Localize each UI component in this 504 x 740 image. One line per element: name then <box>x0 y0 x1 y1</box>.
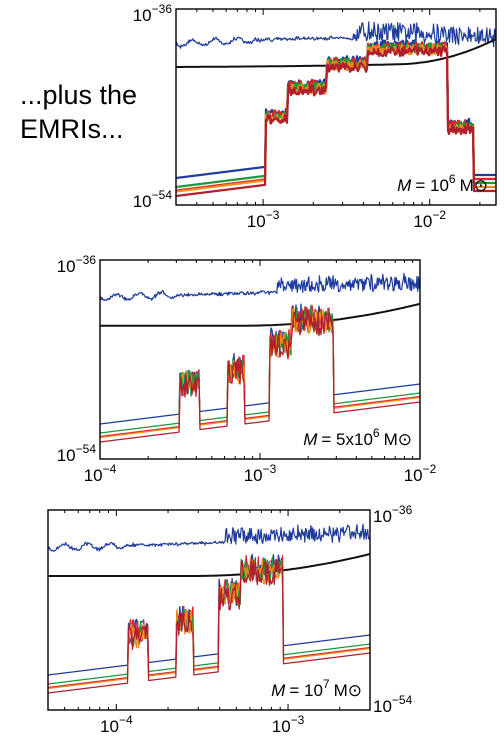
y-tick-label: 10−36 <box>133 2 173 25</box>
emri-series-4 <box>48 558 370 690</box>
sensitivity-curve <box>100 302 420 327</box>
caption-line-1: ...plus the <box>20 80 138 110</box>
emri-series-1 <box>100 303 420 425</box>
x-tick-label: 10−3 <box>244 462 277 485</box>
emri-series-1 <box>48 553 370 676</box>
y-tick-label: 10−36 <box>57 253 97 276</box>
x-tick-label: 10−4 <box>84 462 117 485</box>
emri-series-5 <box>100 309 420 443</box>
chart-panel-3: 10−4 10−3 10−36 10−54 M = 107 M⊙ <box>47 503 413 736</box>
emri-series-5 <box>48 559 370 694</box>
plot-frame <box>175 8 497 206</box>
sensitivity-curve <box>48 553 370 577</box>
mass-label: M = 107 M⊙ <box>271 677 362 700</box>
y-tick-label: 10−36 <box>373 503 413 526</box>
emri-series-5 <box>176 45 496 198</box>
caption-text: ...plus the EMRIs... <box>20 78 137 146</box>
x-tick-label: 10−3 <box>272 713 305 736</box>
emri-series-3 <box>100 307 420 434</box>
caption-line-2: EMRIs... <box>20 114 124 144</box>
x-tick-label: 10−3 <box>247 208 280 231</box>
y-tick-label: 10−54 <box>373 693 413 716</box>
mass-label: M = 5x106 M⊙ <box>303 426 412 449</box>
emri-series-2 <box>100 304 420 438</box>
y-tick-label: 10−54 <box>133 188 173 211</box>
emri-series-4 <box>100 307 420 439</box>
emri-series-3 <box>48 556 370 685</box>
x-tick-label: 10−2 <box>404 462 437 485</box>
chart-panel-2: 10−4 10−3 10−2 10−36 10−54 M = 5x106 M⊙ <box>57 253 437 485</box>
emri-series-2 <box>48 554 370 689</box>
plot-area <box>176 21 496 198</box>
noise-curve <box>100 272 420 301</box>
x-tick-label: 10−2 <box>413 208 446 231</box>
noise-curve <box>48 523 370 552</box>
chart-panel-1: 10−3 10−2 10−36 10−54 M = 106 M⊙ <box>133 2 497 231</box>
y-tick-label: 10−54 <box>57 442 97 465</box>
mass-label: M = 106 M⊙ <box>397 172 488 195</box>
plot-frame <box>47 509 371 711</box>
plot-area <box>100 272 420 443</box>
plot-area <box>48 523 370 694</box>
x-tick-label: 10−4 <box>100 713 133 736</box>
noise-curve <box>176 21 496 49</box>
